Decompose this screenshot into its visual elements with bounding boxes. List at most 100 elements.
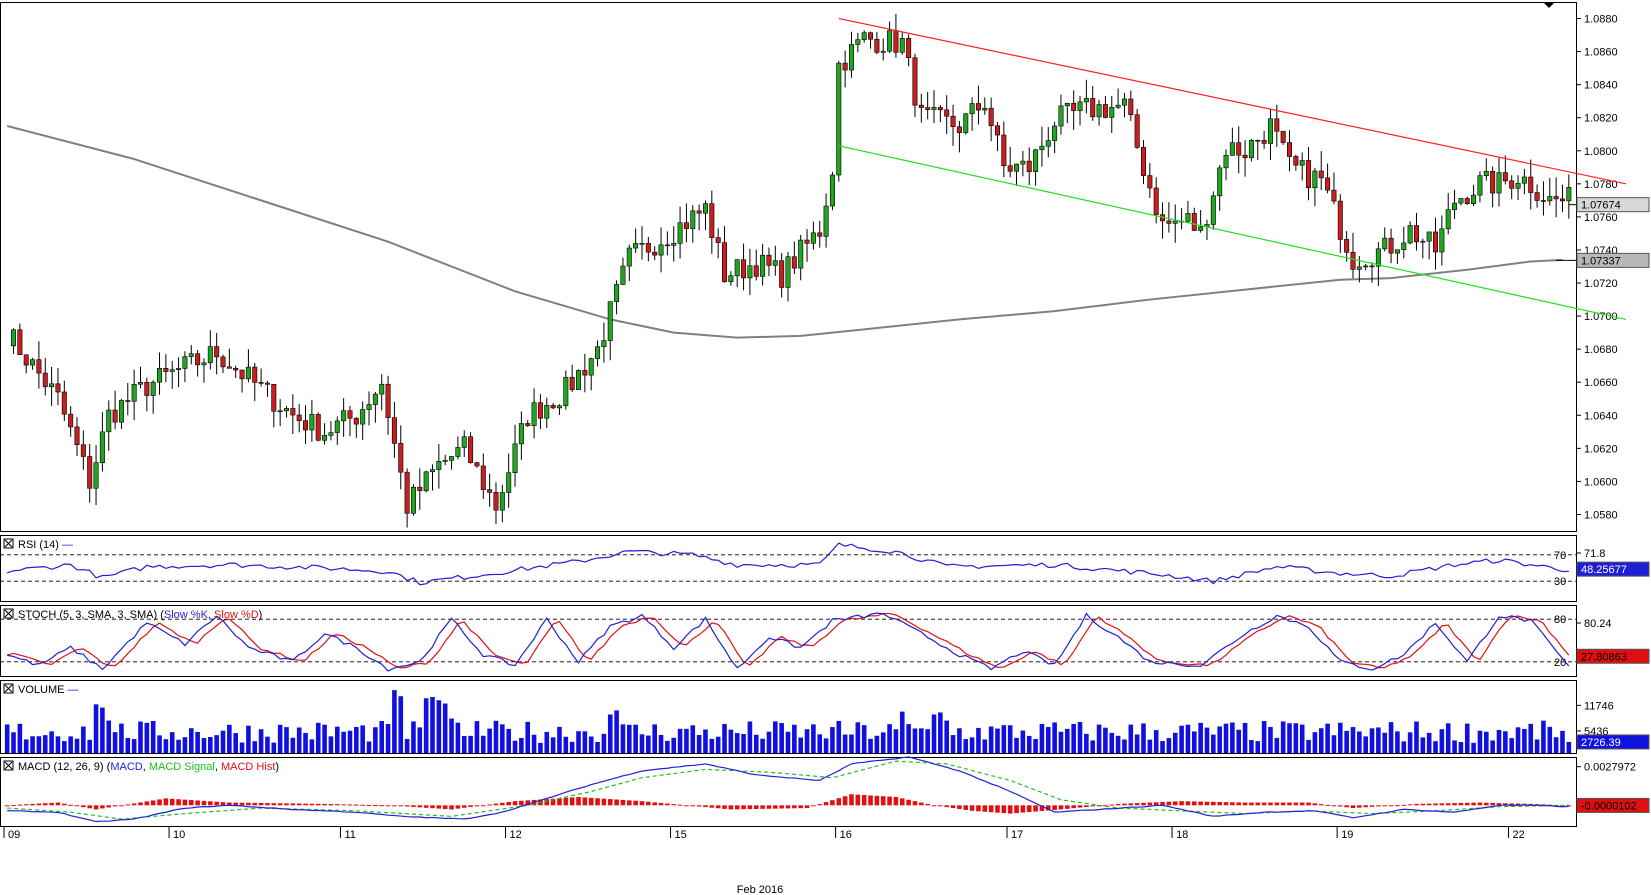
- candle-body: [385, 383, 391, 418]
- price-tick-label-8: 1.0720: [1584, 278, 1618, 290]
- macd-hist-bar: [1084, 805, 1089, 807]
- candle-body: [239, 369, 245, 380]
- candle-body: [766, 254, 772, 266]
- macd-hist-bar: [1299, 802, 1305, 806]
- volume-bar: [1166, 738, 1172, 753]
- candle-body: [906, 38, 912, 59]
- volume-bar: [277, 724, 283, 753]
- macd-hist-bar: [284, 803, 289, 806]
- candles: [11, 13, 1572, 528]
- price-tick-label-10: 1.0680: [1584, 344, 1618, 356]
- volume-bar: [512, 740, 518, 753]
- macd-hist-bar: [582, 797, 588, 806]
- volume-bar: [252, 741, 258, 753]
- candle-body: [1534, 192, 1540, 201]
- candle-body: [1217, 167, 1223, 197]
- macd-hist-bar: [690, 805, 696, 807]
- candle-body: [518, 423, 524, 445]
- volume-bar: [684, 728, 689, 753]
- candle-body: [487, 489, 493, 493]
- macd-hist-bar: [1363, 805, 1368, 808]
- candle-body: [595, 346, 601, 359]
- volume-bar: [868, 738, 873, 753]
- candle-body: [525, 423, 531, 426]
- volume-bar: [1490, 740, 1495, 753]
- rsi-close-x: [4, 539, 13, 548]
- stoch-level-label-1: 20: [1554, 657, 1566, 669]
- candle-body: [80, 444, 86, 457]
- candle-body: [868, 32, 874, 40]
- volume-bar: [1337, 722, 1343, 753]
- macd-hist-bar: [487, 804, 492, 806]
- macd-hist-bar: [1464, 802, 1470, 806]
- volume-bar: [436, 700, 442, 753]
- macd-hist-bar: [1255, 802, 1261, 806]
- volume-bar: [106, 720, 112, 753]
- volume-bar: [1369, 728, 1375, 753]
- volume-bar: [741, 733, 746, 753]
- candle-body: [499, 492, 505, 511]
- candle-body: [1306, 160, 1312, 189]
- volume-bar: [1509, 738, 1514, 753]
- macd-hist-bar: [322, 803, 327, 806]
- candle-body: [1083, 98, 1089, 103]
- x-tick-label-8: 19: [1341, 829, 1353, 841]
- volume-bar: [1547, 726, 1553, 753]
- volume-bar: [931, 714, 937, 753]
- macd-hist-bar: [1166, 801, 1172, 806]
- macd-hist-bar: [373, 805, 378, 807]
- macd-hist-bar: [436, 805, 442, 809]
- candle-body: [1134, 114, 1140, 148]
- candle-body: [226, 366, 232, 369]
- price-tick-label-4: 1.0800: [1584, 146, 1618, 158]
- macd-hist-bar: [169, 798, 175, 806]
- volume-bar: [588, 736, 594, 753]
- candle-body: [741, 259, 747, 279]
- volume-bar: [23, 739, 29, 753]
- volume-bar: [195, 731, 200, 753]
- volume-bar: [404, 738, 410, 753]
- volume-bar: [836, 721, 842, 753]
- price-tick-label-1: 1.0860: [1584, 47, 1618, 59]
- candle-body: [1312, 170, 1318, 189]
- candle-body: [848, 44, 854, 71]
- candle-body: [1325, 177, 1331, 191]
- candle-body: [23, 354, 29, 366]
- candle-body: [55, 383, 61, 393]
- macd-hist-bar: [354, 804, 359, 806]
- volume-bar: [1071, 723, 1076, 753]
- stoch-axis-label-0: 80.24: [1584, 618, 1612, 630]
- volume-bar: [677, 728, 683, 753]
- macd-hist-bar: [684, 805, 689, 807]
- candle-body: [1553, 196, 1559, 200]
- macd-hist-bar: [11, 804, 16, 806]
- macd-hist-bar: [849, 794, 854, 806]
- volume-bar: [1230, 722, 1235, 753]
- macd-hist-bar: [1382, 805, 1388, 807]
- candle-body: [950, 115, 956, 128]
- volume-bar: [284, 727, 289, 753]
- volume-bar: [646, 735, 651, 753]
- candle-body: [1242, 154, 1248, 159]
- volume-bar: [214, 735, 219, 753]
- volume-bar: [1096, 724, 1102, 753]
- macd-hist-bar: [1337, 805, 1343, 807]
- macd-hist-bar: [1014, 805, 1019, 814]
- macd-hist-bar: [1058, 805, 1064, 810]
- macd-hist-bar: [182, 799, 188, 806]
- candle-body: [1210, 195, 1216, 225]
- macd-hist-bar: [1287, 802, 1292, 806]
- macd-hist-bar: [665, 803, 670, 806]
- macd-hist-bar: [1020, 805, 1026, 813]
- candle-body: [1020, 160, 1026, 165]
- candle-body: [944, 109, 950, 117]
- macd-hist-bar: [68, 804, 73, 806]
- macd-hist-bar: [417, 805, 423, 808]
- volume-bar: [1414, 721, 1419, 753]
- volume-bar: [392, 690, 397, 753]
- candle-body: [30, 359, 36, 366]
- candle-body: [1039, 145, 1045, 151]
- macd-hist-bar: [1090, 805, 1096, 807]
- rsi-last-label-box: [1576, 561, 1650, 577]
- price-tick-label-12: 1.0640: [1584, 410, 1618, 422]
